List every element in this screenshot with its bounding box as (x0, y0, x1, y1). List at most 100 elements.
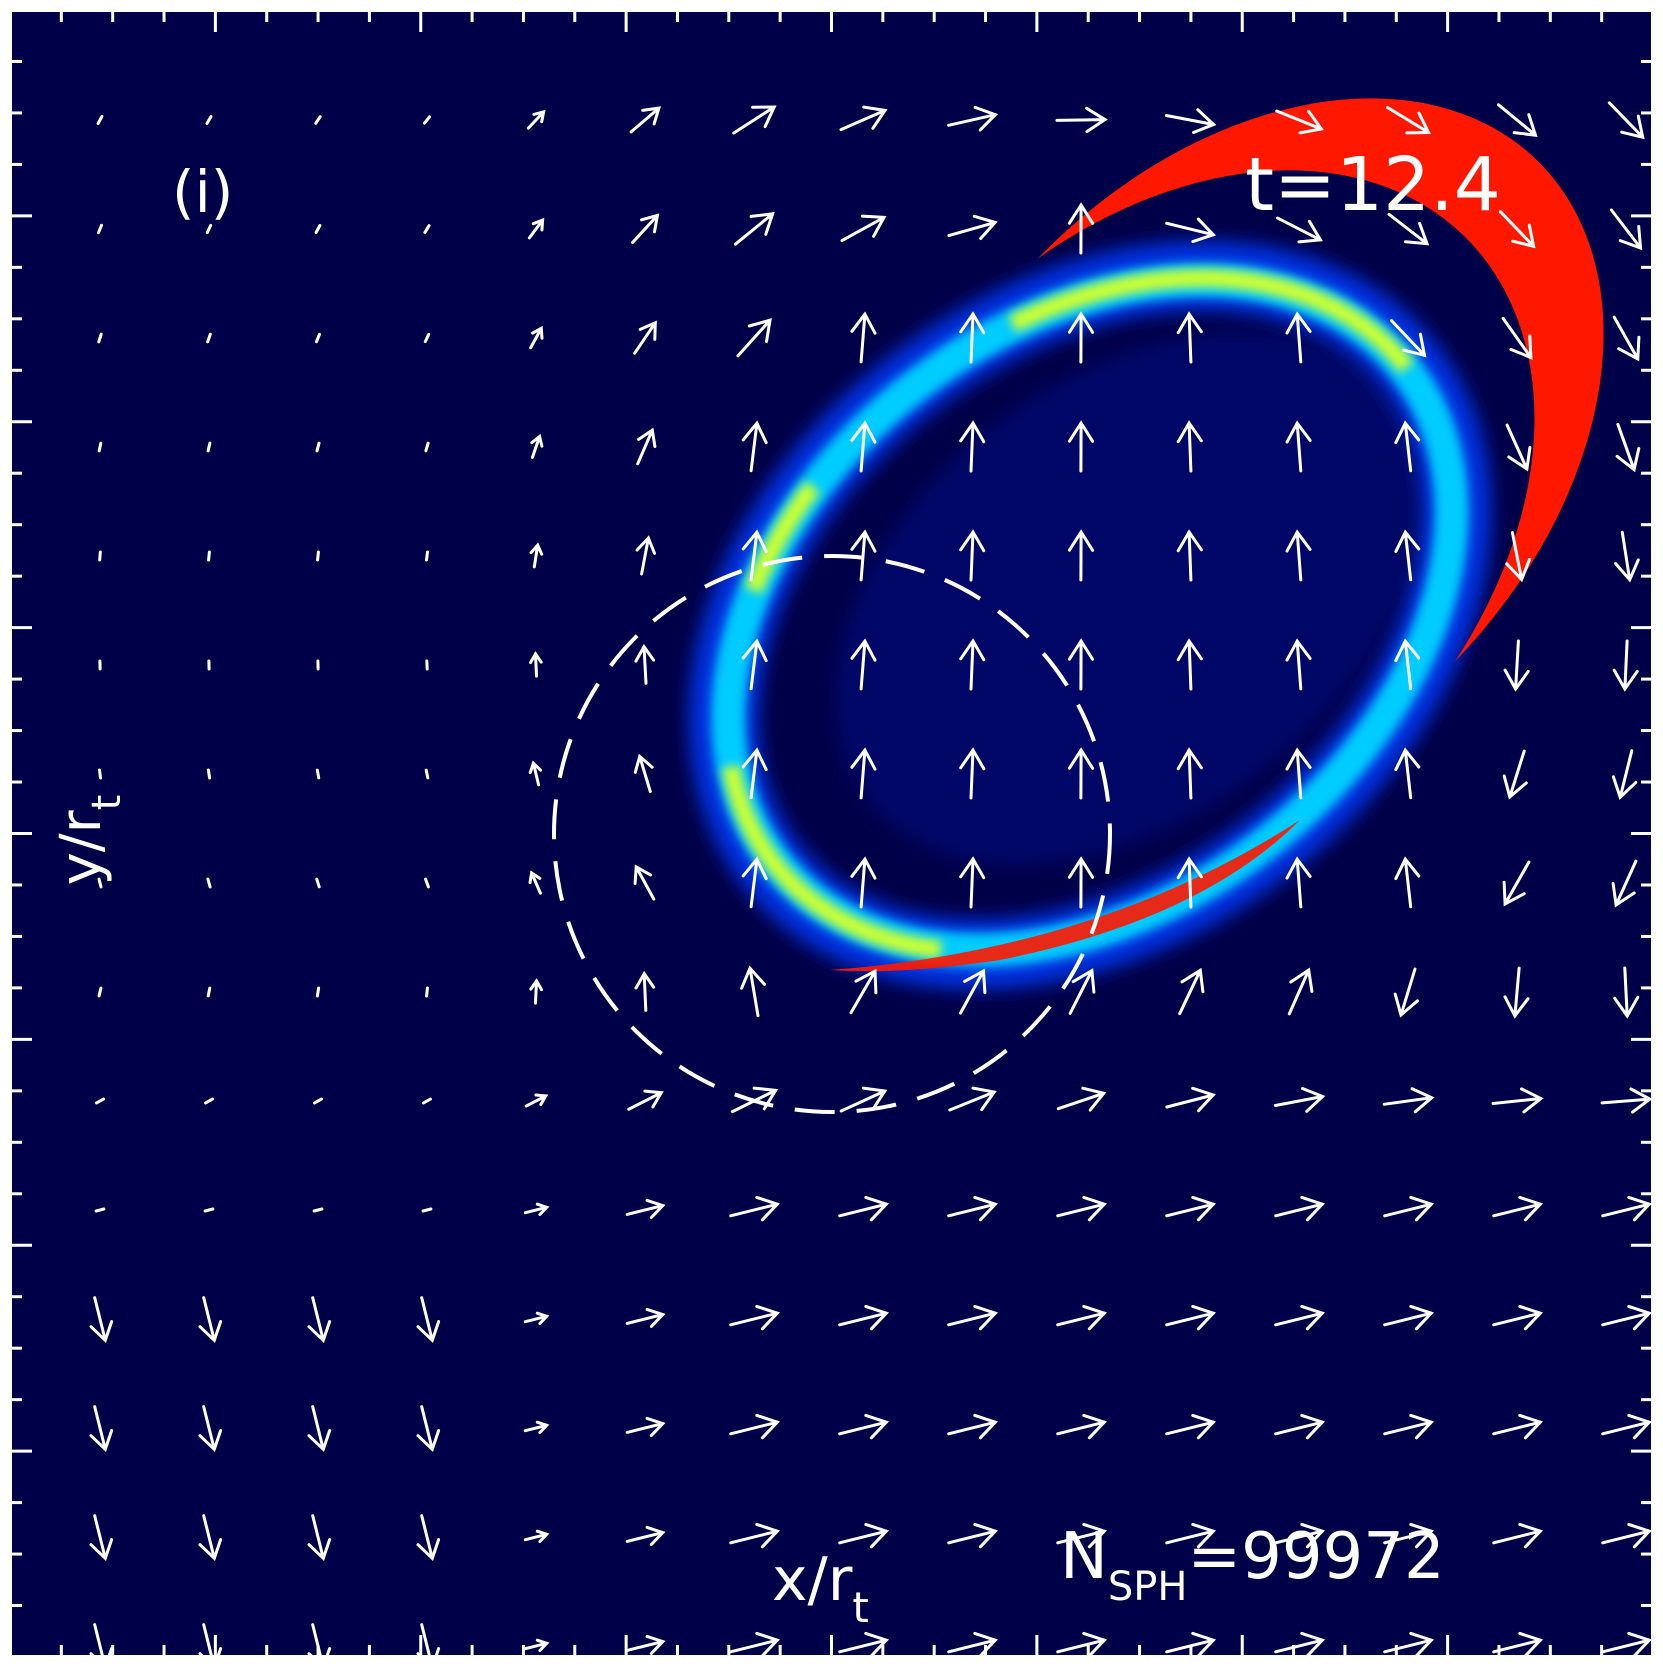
velocity-arrow (97, 877, 103, 889)
velocity-arrow (416, 1405, 441, 1453)
velocity-arrow (1165, 1086, 1216, 1113)
velocity-arrow (1274, 1304, 1326, 1331)
velocity-arrow (1491, 1087, 1544, 1114)
velocity-arrow (1383, 1304, 1435, 1331)
velocity-arrow (1386, 106, 1431, 135)
velocity-arrow (1274, 1631, 1326, 1657)
velocity-arrow (425, 550, 429, 562)
velocity-arrow (838, 1195, 890, 1222)
velocity-arrow (1383, 1522, 1435, 1549)
velocity-arrow (1612, 639, 1639, 692)
x-axis-label-subscript: t (852, 1583, 868, 1632)
velocity-arrow (523, 1529, 550, 1543)
velocity-arrow (1492, 1631, 1544, 1657)
velocity-arrow (1502, 749, 1528, 800)
velocity-arrow (89, 1514, 114, 1562)
velocity-arrow (850, 529, 877, 582)
velocity-arrow (198, 1623, 223, 1657)
velocity-arrow (315, 768, 321, 780)
velocity-arrow (94, 1207, 106, 1213)
velocity-arrow (421, 1207, 433, 1213)
velocity-arrow (95, 1097, 105, 1105)
velocity-arrow (96, 115, 104, 125)
velocity-arrow (523, 1311, 550, 1325)
velocity-arrow (424, 441, 430, 453)
velocity-arrow (1607, 101, 1645, 140)
particle-count-label: NSPH=99972 (1060, 1520, 1445, 1610)
velocity-arrow (1176, 420, 1203, 473)
velocity-arrow (97, 332, 103, 344)
velocity-arrow (730, 1086, 779, 1114)
x-axis-label-main: x/r (772, 1545, 853, 1615)
velocity-arrow (1394, 529, 1421, 582)
velocity-arrow (1497, 103, 1538, 137)
velocity-arrow (840, 214, 887, 243)
velocity-arrow (1067, 420, 1095, 473)
velocity-arrow (729, 1631, 781, 1657)
velocity-arrow (947, 1195, 999, 1222)
velocity-arrow (1394, 747, 1421, 800)
velocity-arrow (523, 1420, 550, 1434)
velocity-arrow (625, 1416, 666, 1437)
velocity-arrow (198, 1405, 223, 1453)
velocity-arrow (959, 968, 987, 1015)
velocity-arrow (1492, 1304, 1544, 1331)
velocity-arrow (423, 115, 431, 125)
velocity-arrow (1274, 1522, 1326, 1549)
velocity-arrow (425, 986, 429, 998)
velocity-arrow (1601, 1195, 1653, 1222)
velocity-arrow (97, 986, 103, 998)
velocity-arrow (529, 978, 543, 1005)
velocity-arrow (1165, 1413, 1217, 1440)
particle-label-subscript: SPH (1108, 1564, 1188, 1610)
velocity-arrow (1285, 311, 1312, 364)
velocity-arrow (959, 420, 986, 473)
velocity-arrow (1611, 749, 1638, 801)
velocity-arrow (1176, 747, 1203, 800)
velocity-arrow (629, 106, 662, 134)
velocity-arrow (1505, 423, 1532, 472)
velocity-arrow (636, 427, 657, 466)
velocity-arrow (1383, 1195, 1435, 1222)
velocity-arrow (1176, 529, 1203, 582)
velocity-arrow (1503, 639, 1530, 692)
velocity-arrow (1056, 1631, 1108, 1657)
velocity-arrow (1067, 638, 1095, 691)
velocity-arrow (416, 1296, 441, 1344)
velocity-arrow (741, 638, 768, 691)
velocity-arrow (529, 651, 543, 678)
velocity-arrow (959, 747, 986, 800)
velocity-arrow (312, 1207, 324, 1213)
velocity-arrow (729, 1413, 781, 1440)
velocity-arrow (206, 332, 212, 344)
velocity-arrow (733, 212, 775, 246)
velocity-arrow (625, 1634, 666, 1655)
velocity-arrow (203, 1207, 215, 1213)
velocity-arrow (627, 1089, 664, 1111)
velocity-arrow (314, 224, 322, 234)
velocity-arrow (1165, 1522, 1217, 1549)
velocity-arrow (947, 105, 999, 132)
velocity-arrow (1609, 208, 1643, 251)
velocity-arrow (1394, 638, 1421, 691)
velocity-arrow (1615, 422, 1641, 473)
velocity-arrow (315, 877, 321, 889)
velocity-arrow (307, 1514, 332, 1562)
velocity-arrow (1165, 1195, 1217, 1222)
velocity-arrow (633, 320, 657, 355)
heatmap-inner-haze (834, 331, 1421, 866)
y-axis-label-subscript: t (84, 795, 130, 811)
dashed-circle (552, 554, 1112, 1114)
velocity-arrow (530, 433, 544, 459)
velocity-arrow (635, 535, 656, 576)
velocity-arrow (424, 768, 430, 780)
velocity-arrow (1393, 967, 1419, 1018)
axis-ticks (8, 8, 1655, 1659)
velocity-arrow (1165, 217, 1217, 244)
time-label: t=12.4 (1245, 142, 1501, 228)
velocity-arrow (959, 311, 986, 364)
velocity-arrow (1287, 967, 1314, 1016)
velocity-arrow (1055, 106, 1108, 133)
velocity-arrow (1387, 212, 1430, 246)
